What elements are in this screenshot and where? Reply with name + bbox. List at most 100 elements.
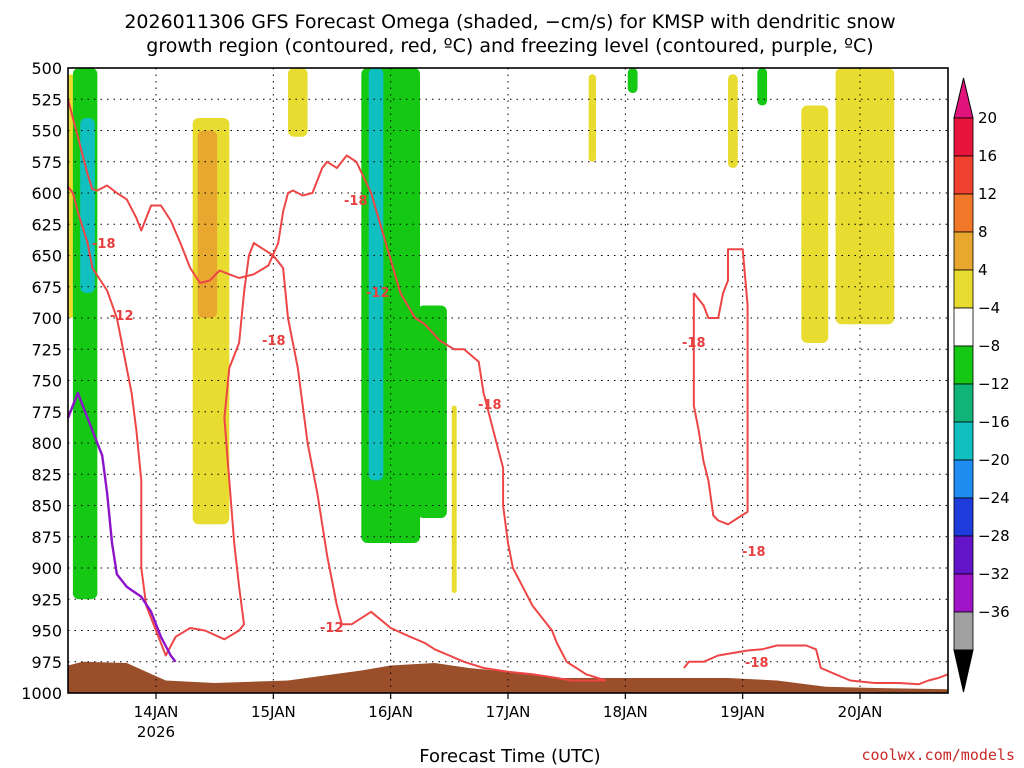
contour-label: -18 [745,656,769,671]
colorbar-swatch [953,307,974,347]
x-tick-label: 16JAN [368,703,413,721]
contour-label: -18 [262,334,286,349]
colorbar-swatch [953,155,974,195]
colorbar-swatch [953,611,974,651]
colorbar-swatch [953,383,974,423]
colorbar-label: −12 [978,375,1010,393]
x-tick-label: 14JAN [134,703,179,721]
y-tick-label: 750 [31,372,62,391]
colorbar-swatch [953,497,974,537]
colorbar-label: −28 [978,527,1010,545]
omega-band-j [451,405,457,593]
y-tick-label: 1000 [21,684,62,703]
x-tick-label: 15JAN [251,703,296,721]
colorbar-label: −24 [978,489,1010,507]
colorbar-swatch [953,573,974,613]
x-tick-label: 18JAN [603,703,648,721]
y-tick-label: 800 [31,434,62,453]
omega-band-l [627,68,638,93]
contour-neg12-a [67,186,606,682]
omega-band-f [288,68,308,137]
colorbar-label: 16 [978,147,997,165]
contour-label: -18 [344,194,368,209]
colorbar-swatch [953,345,974,385]
y-tick-label: 550 [31,122,62,141]
x-tick-label: 20JAN [838,703,883,721]
colorbar-label: −36 [978,603,1010,621]
y-tick-label: 675 [31,278,62,297]
omega-band-o [801,105,829,343]
contour-label: -18 [92,237,116,252]
terrain [68,661,948,693]
chart-title-line1: 2026011306 GFS Forecast Omega (shaded, −… [124,11,895,33]
x-axis-label: Forecast Time (UTC) [419,746,600,767]
x-tick-year: 2026 [137,723,175,741]
y-tick-label: 650 [31,247,62,266]
freezing-level-contour [66,391,177,663]
colorbar: 20 16 12 8 4 −4 −8 −12 −16 −20 −24 −28 −32 −36 [953,77,1010,693]
x-tick-label: 17JAN [486,703,531,721]
plot-area: -18 -12 -18 -18 -12 -12 -18 -18 -18 -18 [66,67,949,694]
colorbar-swatch [953,421,974,461]
y-axis: 500 525 550 575 600 625 650 675 700 725 750 775 800 8… [21,59,62,703]
y-tick-label: 575 [31,153,62,172]
y-tick-label: 775 [31,403,62,422]
omega-band-k [588,74,596,162]
y-tick-label: 875 [31,528,62,547]
y-tick-label: 725 [31,340,62,359]
colorbar-label: 4 [978,261,988,279]
contour-labels: -18 -12 -18 -18 -12 -12 -18 -18 -18 -18 [92,194,769,671]
colorbar-label: −4 [978,299,1000,317]
colorbar-swatch [953,117,974,157]
colorbar-label: −32 [978,565,1010,583]
omega-band-n [757,68,768,106]
credit-text: coolwx.com/models [861,746,1015,764]
x-tick-label: 19JAN [720,703,765,721]
y-tick-label: 950 [31,622,62,641]
colorbar-label: −16 [978,413,1010,431]
y-tick-label: 525 [31,90,62,109]
omega-band-m [728,74,738,168]
contour-label: -18 [478,398,502,413]
contour-neg18-a [67,99,607,682]
freezing-level-line [66,391,177,663]
colorbar-label: −20 [978,451,1010,469]
x-axis: 14JAN 2026 15JAN 16JAN 17JAN 18JAN 19JAN 20JAN [134,693,883,741]
y-tick-label: 900 [31,559,62,578]
colorbar-under-arrow [953,649,974,693]
colorbar-label: 20 [978,109,997,127]
colorbar-label: −8 [978,337,1000,355]
y-tick-label: 850 [31,497,62,516]
y-tick-label: 600 [31,184,62,203]
omega-band-a [68,74,74,318]
y-tick-label: 500 [31,59,62,78]
colorbar-swatch [953,535,974,575]
colorbar-over-arrow [953,77,974,119]
y-tick-label: 625 [31,215,62,234]
contour-neg18-b [692,248,749,526]
gridlines [68,68,948,693]
y-tick-label: 975 [31,653,62,672]
chart-title-line2: growth region (contoured, red, ºC) and f… [146,35,873,57]
y-tick-label: 825 [31,465,62,484]
contour-label: -18 [682,336,706,351]
omega-band-h [368,68,384,481]
contour-neg18-c [683,644,949,686]
y-tick-label: 925 [31,590,62,609]
omega-band-e [197,130,218,318]
contour-label: -18 [742,545,766,560]
omega-shading [68,68,895,600]
contour-label: -12 [110,309,134,324]
contour-label: -12 [320,621,344,636]
colorbar-swatch [953,193,974,233]
colorbar-label: 8 [978,223,988,241]
colorbar-swatch [953,269,974,309]
colorbar-swatch [953,231,974,271]
colorbar-label: 12 [978,185,997,203]
contour-label: -12 [366,286,390,301]
terrain-shape [68,661,948,693]
snow-growth-contours [67,99,949,686]
colorbar-swatch [953,459,974,499]
omega-band-p [835,68,895,325]
